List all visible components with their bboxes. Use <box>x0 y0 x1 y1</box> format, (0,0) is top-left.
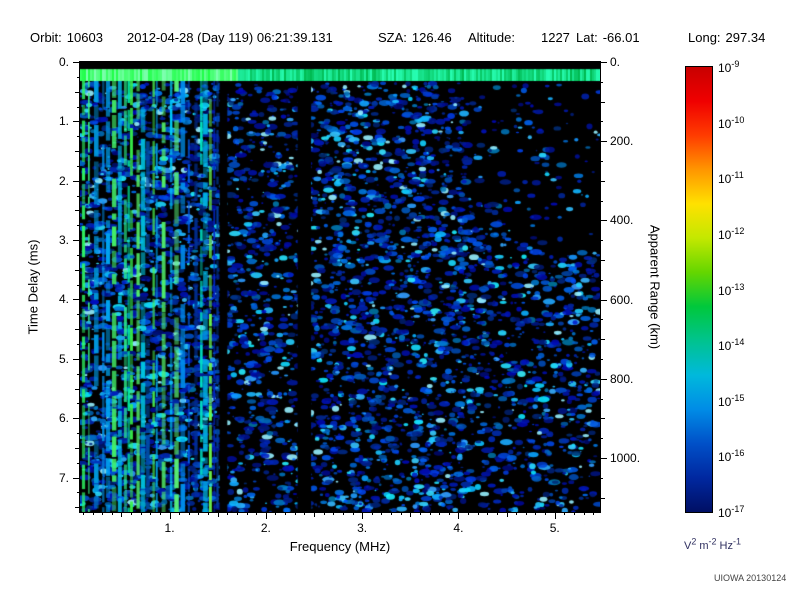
colorbar-tick-label: 10-11 <box>718 170 744 187</box>
y-right-major-tick <box>600 299 607 301</box>
colorbar-tick-label: 10-10 <box>718 114 745 131</box>
colorbar-tick-exponent: -17 <box>731 504 745 514</box>
y-axis-left-label: Time Delay (ms) <box>25 239 41 335</box>
y-left-tick-label: 4. <box>58 292 69 307</box>
colorbar-tick-exponent: -15 <box>731 392 745 403</box>
colorbar-unit-exponent: -1 <box>733 536 742 546</box>
colorbar-tick-label: 10-16 <box>718 448 745 465</box>
colorbar-tick-label: 10-15 <box>718 392 745 409</box>
y-right-major-tick <box>600 378 607 380</box>
y-right-major-tick <box>600 220 607 222</box>
spectrogram-canvas <box>80 62 600 512</box>
colorbar-tick-label: 10-14 <box>718 337 745 354</box>
header-field-label: Lat: <box>576 30 598 45</box>
y-left-tick-label: 1. <box>58 114 69 129</box>
x-axis-label: Frequency (MHz) <box>289 539 391 554</box>
colorbar <box>685 66 713 513</box>
header-field-value: 297.34 <box>725 30 766 45</box>
y-right-major-tick <box>600 62 607 63</box>
x-axis-major-tick <box>362 512 364 519</box>
x-axis-major-tick <box>458 512 460 519</box>
header-info: Orbit: 10603 2012-04-28 (Day 119) 06:21:39… <box>0 30 800 47</box>
header-field: Long: 297.34 <box>688 30 765 45</box>
credit-text: UIOWA 20130124 <box>714 573 787 583</box>
colorbar-unit-exponent: 2 <box>691 536 697 546</box>
y-left-tick-label: 0. <box>58 55 69 69</box>
y-left-tick-label: 6. <box>58 411 69 426</box>
colorbar-tick-exponent: -13 <box>731 281 745 292</box>
x-axis-major-tick <box>265 512 267 519</box>
header-field-value: 1227 <box>540 30 570 45</box>
header-field-label: SZA: <box>378 30 407 45</box>
x-tick-label: 1. <box>164 521 175 535</box>
y-right-tick-label: 800. <box>610 371 634 386</box>
y-right-tick-label: 1000. <box>610 451 641 466</box>
colorbar-unit: V2 m-2 Hz-1 <box>684 536 794 552</box>
header-field-label: Altitude: <box>468 30 515 45</box>
colorbar-unit-part: Hz-1 <box>719 536 742 552</box>
header-field: Orbit: 10603 <box>30 30 103 45</box>
colorbar-tick-exponent: -12 <box>731 225 745 236</box>
y-axis-right-label: Apparent Range (km) <box>647 224 663 350</box>
header-field-value: -66.01 <box>602 30 640 45</box>
header-field: Lat: -66.01 <box>576 30 640 45</box>
colorbar-tick-exponent: -10 <box>731 114 745 125</box>
x-tick-label: 2. <box>260 521 271 535</box>
colorbar-unit-part: m-2 <box>699 536 717 552</box>
x-tick-label: 4. <box>453 521 464 535</box>
y-left-tick-label: 7. <box>58 470 69 485</box>
colorbar-unit-exponent: -2 <box>708 536 717 546</box>
y-left-tick-label: 2. <box>58 173 69 188</box>
x-axis-major-tick <box>554 512 556 519</box>
y-right-major-tick <box>600 141 607 143</box>
header-field-value: 10603 <box>66 30 103 45</box>
colorbar-tick-label: 10-9 <box>718 59 740 75</box>
colorbar-tick-exponent: -9 <box>731 59 740 69</box>
colorbar-tick-label: 10-17 <box>718 504 745 520</box>
colorbar-tick-label: 10-12 <box>718 225 745 242</box>
y-right-tick-label: 200. <box>610 134 634 149</box>
colorbar-tick-exponent: -11 <box>731 170 744 181</box>
x-axis-major-tick <box>169 512 171 519</box>
y-right-major-tick <box>600 458 607 460</box>
colorbar-tick-exponent: -16 <box>731 448 745 459</box>
header-field: Altitude: 1227 <box>468 30 570 45</box>
colorbar-tick-label: 10-13 <box>718 281 745 298</box>
header-field: 2012-04-28 (Day 119) 06:21:39.131 <box>127 30 333 45</box>
y-left-tick-label: 5. <box>58 351 69 366</box>
header-field-label: Long: <box>688 30 721 45</box>
colorbar-unit-part: V2 <box>684 536 697 552</box>
y-right-tick-label: 0. <box>610 55 621 69</box>
colorbar-tick-exponent: -14 <box>731 337 745 348</box>
x-tick-label: 5. <box>549 521 560 535</box>
header-field-value: 2012-04-28 (Day 119) 06:21:39.131 <box>127 30 333 45</box>
x-tick-label: 3. <box>357 521 368 535</box>
header-field-value: 126.46 <box>411 30 452 45</box>
header-field-label: Orbit: <box>30 30 62 45</box>
y-left-tick-label: 3. <box>58 233 69 248</box>
header-field: SZA: 126.46 <box>378 30 452 45</box>
